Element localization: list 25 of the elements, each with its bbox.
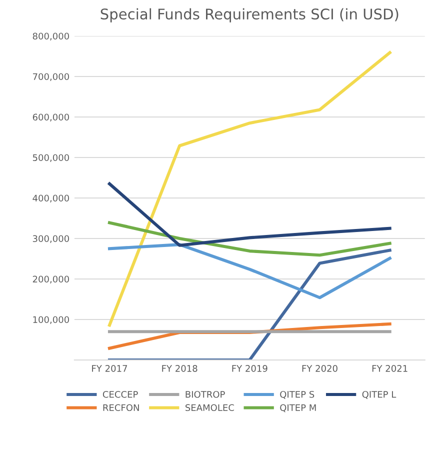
x-tick-label: FY 2021: [372, 365, 408, 372]
x-tick-label: FY 2019: [232, 365, 268, 372]
x-tick-label: FY 2020: [302, 365, 338, 372]
legend-label: CECCEP: [102, 390, 138, 398]
legend-label: QITEP M: [280, 404, 316, 412]
y-tick-label: 200,000: [32, 276, 69, 284]
chart-title: Special Funds Requirements SCI (in USD): [100, 8, 398, 22]
y-tick-label: 300,000: [32, 235, 69, 243]
legend-label: SEAMOLEC: [186, 404, 234, 412]
legend-label: QITEP L: [362, 390, 396, 399]
y-tick-label: 600,000: [32, 114, 69, 122]
legend-label: BIOTROP: [186, 390, 225, 398]
line-series: [108, 221, 392, 257]
x-tick-label: FY 2017: [92, 365, 128, 372]
line-series: [108, 182, 392, 247]
legend-label: QITEP S: [280, 390, 314, 399]
x-tick-label: FY 2018: [162, 365, 198, 372]
y-tick-label: 700,000: [33, 73, 69, 81]
line-series: [108, 51, 392, 327]
y-tick-label: 500,000: [32, 154, 69, 162]
y-tick-label: 100,000: [33, 316, 69, 324]
line-series: [108, 243, 392, 300]
y-tick-label: 800,000: [32, 32, 69, 40]
y-tick-label: 400,000: [32, 194, 69, 202]
legend-label: RECFON: [103, 404, 139, 412]
